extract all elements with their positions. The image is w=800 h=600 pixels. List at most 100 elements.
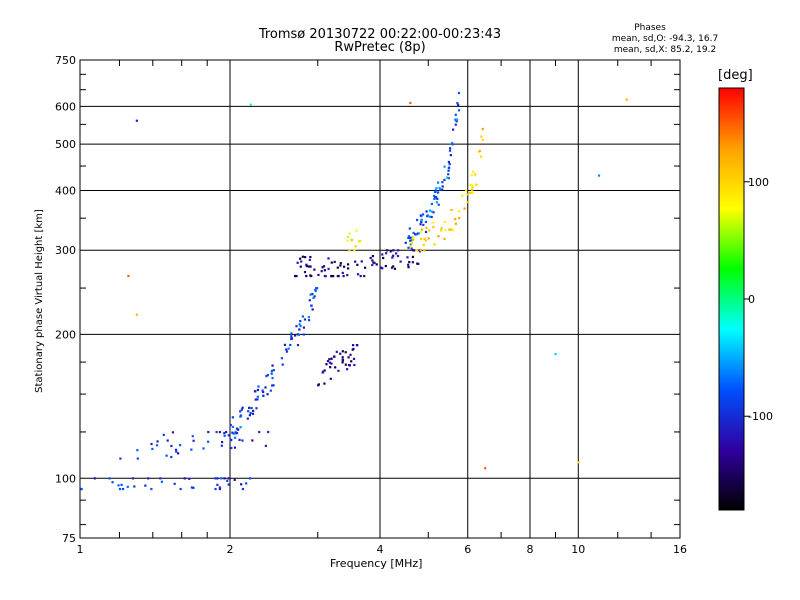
data-point (156, 440, 159, 443)
stats-heading: Phases (634, 23, 666, 33)
data-point (257, 385, 260, 388)
data-point (415, 218, 419, 222)
data-point (218, 487, 222, 491)
data-point (339, 352, 342, 355)
data-point (326, 359, 330, 363)
data-point (436, 197, 439, 201)
data-point (230, 446, 233, 450)
data-point (118, 487, 122, 491)
data-point (344, 363, 347, 366)
data-point (271, 376, 274, 380)
data-point (454, 218, 457, 221)
data-point (381, 253, 384, 256)
data-point (448, 163, 451, 166)
data-point (404, 241, 407, 244)
data-point (554, 352, 557, 356)
data-point (287, 347, 290, 350)
x-tick-label: 1 (77, 543, 84, 556)
data-point (314, 289, 317, 293)
data-point (443, 178, 446, 182)
data-point (135, 119, 138, 122)
data-point (437, 235, 440, 238)
data-point (409, 101, 412, 105)
data-point (424, 239, 428, 242)
data-point (330, 261, 333, 264)
data-point (227, 483, 230, 486)
data-point (577, 461, 580, 464)
data-point (245, 482, 248, 485)
data-point (298, 328, 301, 331)
data-point (341, 359, 345, 362)
data-point (324, 274, 327, 278)
data-point (299, 257, 302, 260)
data-point (360, 260, 363, 263)
data-point (469, 191, 472, 195)
data-point (391, 256, 394, 259)
data-point (433, 197, 436, 200)
data-point (449, 147, 452, 150)
data-point (422, 243, 425, 247)
data-point (264, 444, 268, 448)
data-point (305, 274, 308, 278)
data-point (192, 439, 195, 442)
data-point (353, 363, 356, 367)
grid (80, 60, 680, 538)
data-point (451, 228, 455, 232)
data-point (354, 260, 357, 263)
data-point (432, 194, 436, 198)
data-point (178, 444, 182, 447)
data-point (434, 189, 437, 192)
data-point (171, 431, 175, 434)
data-point (444, 220, 447, 224)
data-point (384, 264, 387, 268)
data-point (354, 245, 357, 248)
data-point (407, 263, 410, 266)
data-point (347, 364, 351, 367)
data-point (335, 350, 338, 353)
data-point (251, 439, 254, 442)
data-point (227, 434, 230, 437)
data-point (341, 356, 344, 359)
data-point (419, 223, 422, 226)
data-point (307, 316, 310, 319)
data-point (191, 435, 194, 438)
data-point (321, 266, 324, 269)
data-point (119, 457, 122, 460)
data-point (416, 262, 419, 265)
data-point (266, 393, 269, 396)
data-point (465, 193, 468, 196)
data-point (234, 436, 237, 439)
data-point (466, 200, 469, 204)
data-point (248, 406, 251, 409)
data-point (325, 363, 328, 366)
data-point (359, 239, 362, 243)
data-point (281, 363, 284, 366)
data-point (356, 263, 359, 266)
data-point (173, 482, 176, 485)
data-point (369, 256, 372, 260)
data-point (308, 258, 311, 262)
data-point (408, 227, 411, 230)
data-point (267, 430, 270, 434)
data-point (347, 356, 350, 359)
data-point (410, 247, 413, 250)
data-point (436, 181, 440, 184)
data-point (471, 189, 474, 192)
data-point (295, 325, 298, 328)
x-tick-label: 2 (227, 543, 234, 556)
data-point (454, 123, 457, 126)
data-point (371, 263, 374, 267)
data-point (346, 236, 349, 239)
data-point (320, 270, 323, 273)
data-point (346, 368, 349, 371)
data-point (309, 265, 312, 268)
data-point (463, 207, 466, 210)
data-point (294, 274, 297, 278)
data-point (170, 444, 173, 448)
x-axis-label: Frequency [MHz] (330, 557, 423, 570)
data-point (248, 477, 252, 480)
data-point (307, 265, 310, 268)
data-point (150, 487, 153, 491)
data-point (452, 128, 455, 131)
